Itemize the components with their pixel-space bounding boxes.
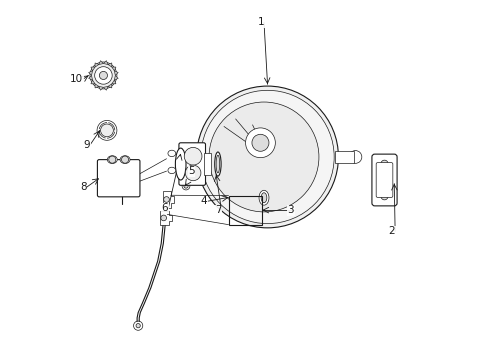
Circle shape — [101, 124, 113, 137]
Polygon shape — [163, 191, 174, 208]
Ellipse shape — [167, 167, 175, 174]
FancyBboxPatch shape — [179, 143, 205, 185]
Polygon shape — [103, 86, 108, 90]
Text: 8: 8 — [80, 182, 86, 192]
FancyBboxPatch shape — [375, 163, 392, 197]
FancyBboxPatch shape — [97, 159, 140, 197]
Circle shape — [245, 128, 275, 158]
Ellipse shape — [216, 155, 219, 173]
Circle shape — [121, 156, 128, 163]
Polygon shape — [95, 63, 99, 67]
Polygon shape — [95, 84, 99, 88]
Text: 7: 7 — [214, 205, 221, 215]
Text: 9: 9 — [83, 140, 90, 149]
Circle shape — [161, 215, 166, 221]
Polygon shape — [88, 71, 92, 76]
Polygon shape — [160, 211, 172, 225]
Circle shape — [251, 134, 268, 151]
Polygon shape — [103, 60, 108, 64]
Circle shape — [348, 150, 361, 163]
Polygon shape — [114, 71, 118, 76]
Circle shape — [133, 321, 142, 330]
Polygon shape — [114, 76, 118, 80]
Circle shape — [201, 90, 333, 224]
Ellipse shape — [183, 184, 188, 188]
Circle shape — [108, 156, 116, 163]
Text: 1: 1 — [257, 17, 264, 27]
Polygon shape — [108, 63, 112, 67]
Polygon shape — [112, 67, 116, 71]
Circle shape — [184, 147, 202, 165]
Circle shape — [196, 86, 338, 228]
Polygon shape — [88, 76, 92, 80]
Polygon shape — [91, 80, 95, 84]
Polygon shape — [112, 80, 116, 84]
Text: 10: 10 — [70, 74, 83, 84]
Circle shape — [90, 62, 117, 89]
Polygon shape — [99, 86, 103, 90]
Circle shape — [95, 67, 112, 84]
FancyBboxPatch shape — [371, 154, 396, 206]
Text: 3: 3 — [287, 205, 293, 215]
Text: 4: 4 — [200, 196, 207, 206]
Polygon shape — [99, 60, 103, 64]
Text: 5: 5 — [188, 166, 195, 176]
Circle shape — [163, 197, 169, 202]
Ellipse shape — [182, 182, 189, 190]
Circle shape — [136, 324, 140, 328]
Bar — [203, 153, 210, 175]
Text: 6: 6 — [162, 203, 168, 213]
Ellipse shape — [175, 148, 185, 180]
Ellipse shape — [167, 150, 175, 157]
Circle shape — [99, 71, 107, 80]
Circle shape — [380, 193, 387, 200]
Ellipse shape — [107, 156, 117, 163]
Ellipse shape — [259, 190, 268, 205]
Polygon shape — [91, 67, 95, 71]
Ellipse shape — [120, 156, 130, 163]
Bar — [228, 195, 262, 225]
Ellipse shape — [261, 193, 266, 203]
Polygon shape — [108, 84, 112, 88]
Circle shape — [185, 165, 201, 181]
Bar — [190, 152, 196, 162]
Bar — [334, 150, 354, 163]
Ellipse shape — [214, 152, 221, 176]
Circle shape — [97, 121, 117, 140]
Circle shape — [209, 102, 318, 212]
Text: 2: 2 — [388, 226, 394, 237]
Circle shape — [380, 160, 387, 167]
